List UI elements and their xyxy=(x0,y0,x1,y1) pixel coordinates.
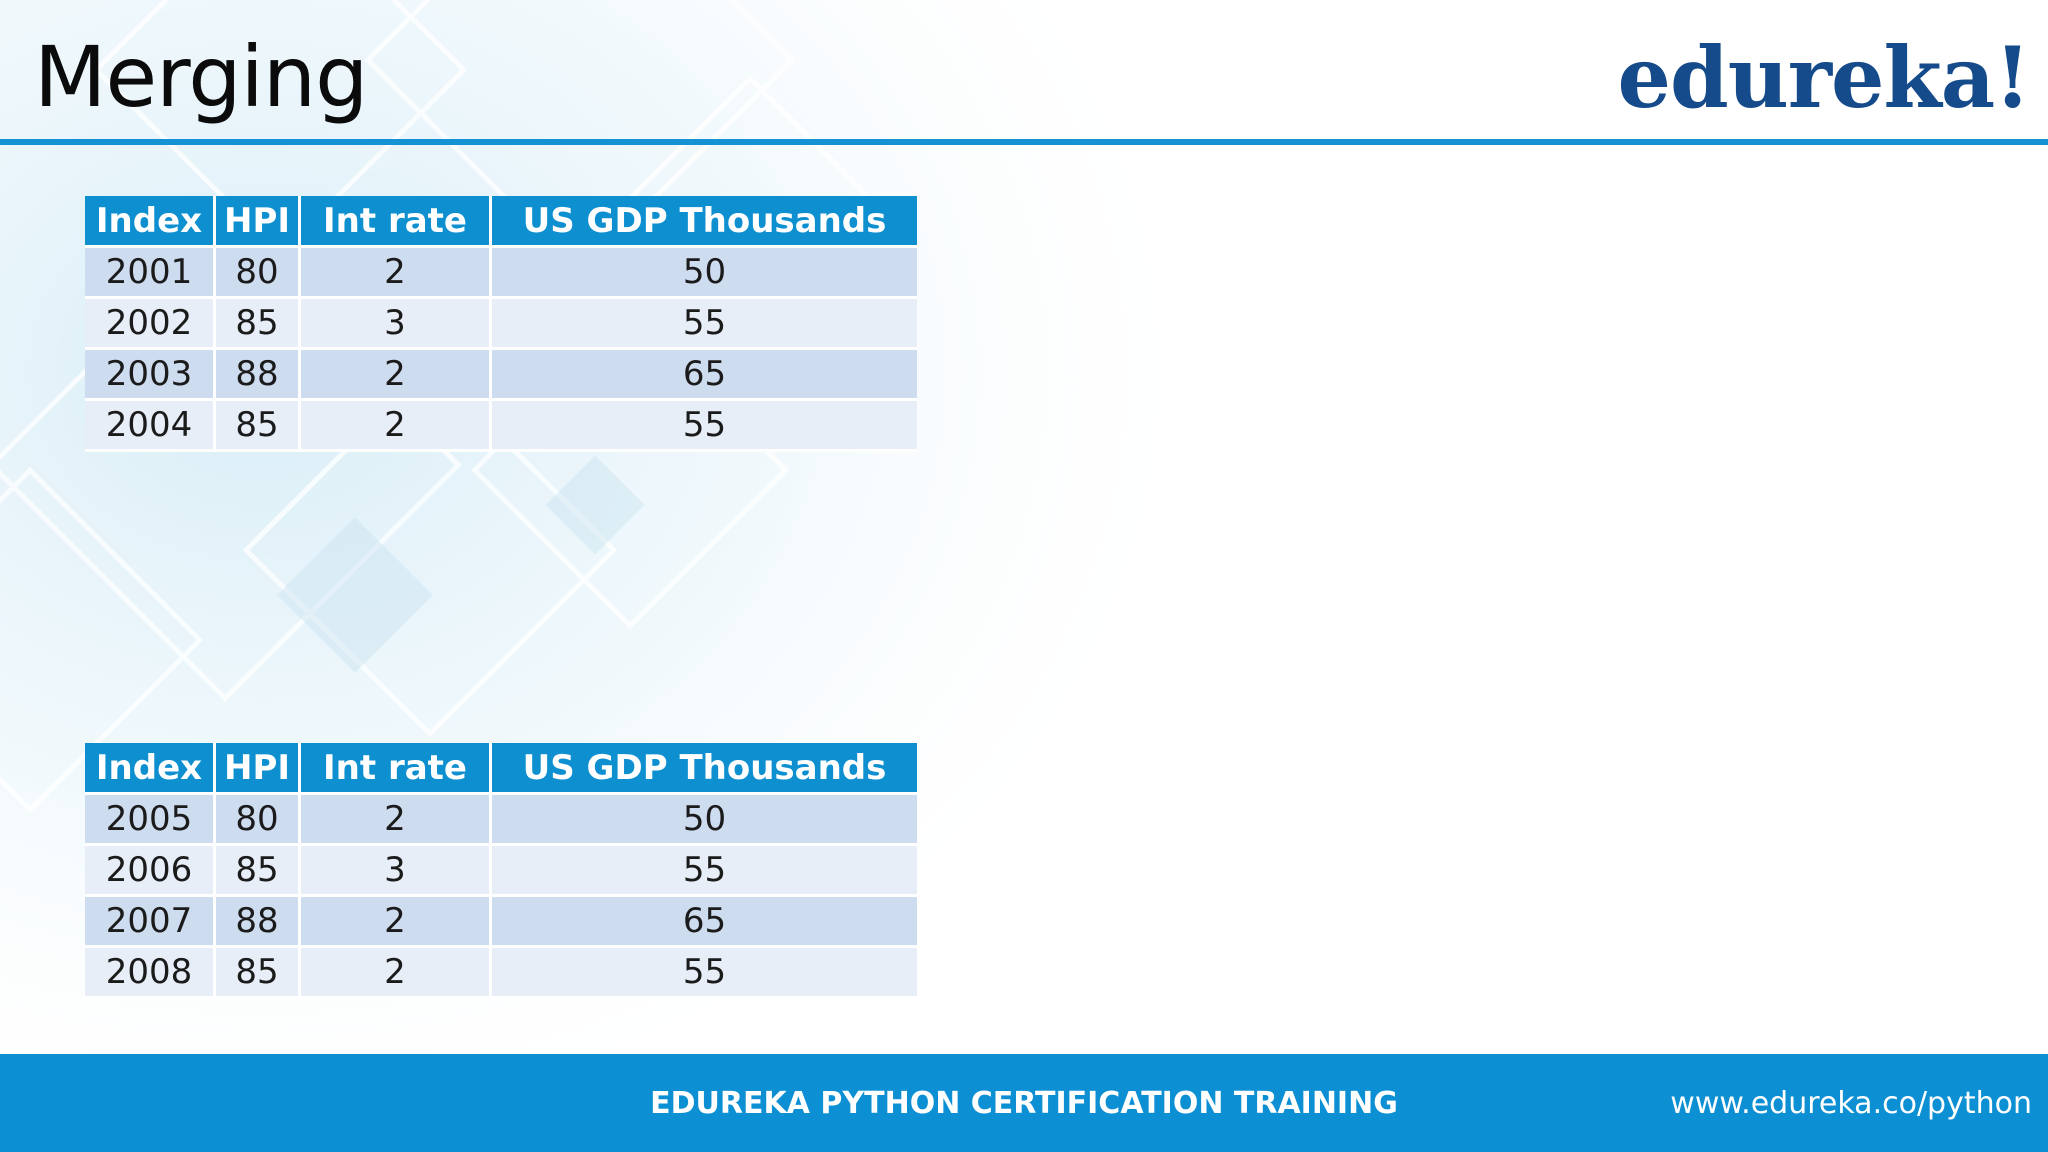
table-cell: 80 xyxy=(214,793,301,846)
table-cell: 85 xyxy=(214,844,301,897)
table-cell: 2 xyxy=(299,246,492,299)
table-cell: 85 xyxy=(214,297,301,350)
table-cell: 88 xyxy=(214,348,301,401)
page-title: Merging xyxy=(34,28,368,126)
footer-title: EDUREKA PYTHON CERTIFICATION TRAINING xyxy=(650,1086,1398,1121)
table-row: 2003 88 2 65 xyxy=(85,348,917,401)
column-header-int-rate: Int rate xyxy=(299,196,492,248)
edureka-logo: edureka! xyxy=(1617,28,2031,127)
table-cell: 2 xyxy=(299,895,492,948)
table-cell: 3 xyxy=(299,844,492,897)
table-cell: 55 xyxy=(490,399,917,452)
dataframe-table-2: Index HPI Int rate US GDP Thousands 2005… xyxy=(85,743,917,999)
title-divider xyxy=(0,139,2048,145)
footer-url: www.edureka.co/python xyxy=(1670,1086,2032,1121)
column-header-hpi: HPI xyxy=(214,743,301,795)
table-row: 2001 80 2 50 xyxy=(85,246,917,299)
table-cell: 2005 xyxy=(85,793,216,846)
table-cell: 2008 xyxy=(85,946,216,999)
table-header-row: Index HPI Int rate US GDP Thousands xyxy=(85,196,917,248)
table-header-row: Index HPI Int rate US GDP Thousands xyxy=(85,743,917,795)
column-header-hpi: HPI xyxy=(214,196,301,248)
table-row: 2007 88 2 65 xyxy=(85,895,917,948)
table-cell: 2 xyxy=(299,946,492,999)
column-header-int-rate: Int rate xyxy=(299,743,492,795)
table-cell: 85 xyxy=(214,399,301,452)
table-cell: 3 xyxy=(299,297,492,350)
table-row: 2005 80 2 50 xyxy=(85,793,917,846)
table-cell: 55 xyxy=(490,844,917,897)
table-cell: 2003 xyxy=(85,348,216,401)
column-header-index: Index xyxy=(85,743,216,795)
table-row: 2004 85 2 55 xyxy=(85,399,917,452)
table-cell: 85 xyxy=(214,946,301,999)
table-cell: 2001 xyxy=(85,246,216,299)
table-cell: 2 xyxy=(299,348,492,401)
dataframe-table-1: Index HPI Int rate US GDP Thousands 2001… xyxy=(85,196,917,452)
table-cell: 2004 xyxy=(85,399,216,452)
column-header-us-gdp: US GDP Thousands xyxy=(490,743,917,795)
table-row: 2006 85 3 55 xyxy=(85,844,917,897)
table-cell: 88 xyxy=(214,895,301,948)
table-cell: 2002 xyxy=(85,297,216,350)
table-cell: 80 xyxy=(214,246,301,299)
footer-bar: EDUREKA PYTHON CERTIFICATION TRAINING ww… xyxy=(0,1054,2048,1152)
table-cell: 2007 xyxy=(85,895,216,948)
table-cell: 55 xyxy=(490,946,917,999)
table-cell: 55 xyxy=(490,297,917,350)
table-cell: 2 xyxy=(299,399,492,452)
table-cell: 50 xyxy=(490,246,917,299)
column-header-us-gdp: US GDP Thousands xyxy=(490,196,917,248)
table-cell: 65 xyxy=(490,348,917,401)
table-row: 2002 85 3 55 xyxy=(85,297,917,350)
table-cell: 2 xyxy=(299,793,492,846)
table-cell: 50 xyxy=(490,793,917,846)
table-cell: 2006 xyxy=(85,844,216,897)
table-cell: 65 xyxy=(490,895,917,948)
table-row: 2008 85 2 55 xyxy=(85,946,917,999)
column-header-index: Index xyxy=(85,196,216,248)
